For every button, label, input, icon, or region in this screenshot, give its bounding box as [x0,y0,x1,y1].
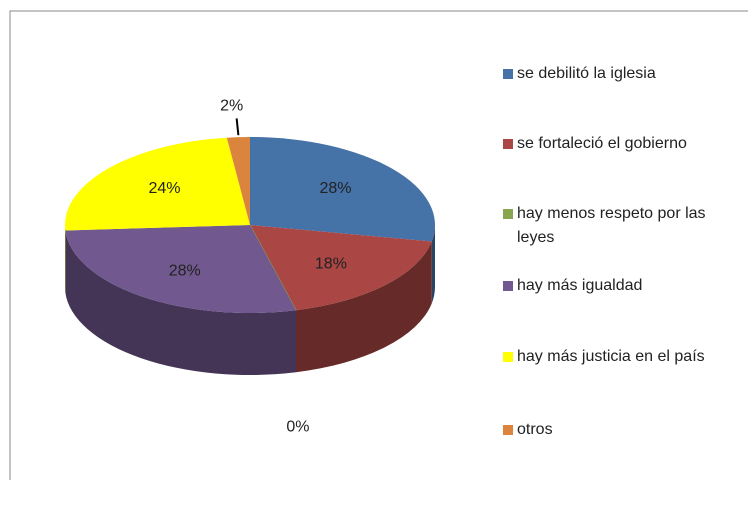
pie-slice [249,224,297,311]
data-label: 0% [286,418,309,435]
pie-slice [226,137,250,225]
data-label: 28% [320,180,352,197]
legend-entry: otros [500,418,740,442]
legend-entry: se fortaleció el gobierno [500,132,740,156]
legend-swatch [503,69,513,79]
legend-entry: hay menos respeto por las leyes [500,202,740,250]
legend-label: otros [517,421,553,438]
legend-label: hay más justicia en el país [517,348,705,365]
pie-side [296,241,432,373]
legend-entry: hay más justicia en el país [500,345,740,369]
data-label: 2% [220,98,243,115]
pie-side [65,230,297,375]
data-label: 28% [169,262,201,279]
legend-entry: hay más igualdad [500,274,740,298]
legend-label: se debilitó la iglesia [517,65,656,82]
data-label: 18% [315,255,347,272]
legend-label: se fortaleció el gobierno [517,135,687,152]
legend-swatch [503,425,513,435]
pie-slice [65,225,297,314]
pie-slice [250,137,435,242]
legend-swatch [503,139,513,149]
legend-label: hay más igualdad [517,277,643,294]
chart-frame [9,10,748,480]
legend-label: hay menos respeto por las leyes [517,205,706,246]
leader-line [235,118,240,136]
legend-swatch [503,281,513,291]
pie-side [431,225,435,304]
legend-entry: se debilitó la iglesia [500,62,740,86]
pie-slice [65,137,250,231]
pie-slice [250,225,432,311]
data-label: 24% [148,180,180,197]
pie-tops [65,137,435,314]
legend-swatch [503,352,513,362]
pie-sides [65,225,435,375]
legend-swatch [503,209,513,219]
